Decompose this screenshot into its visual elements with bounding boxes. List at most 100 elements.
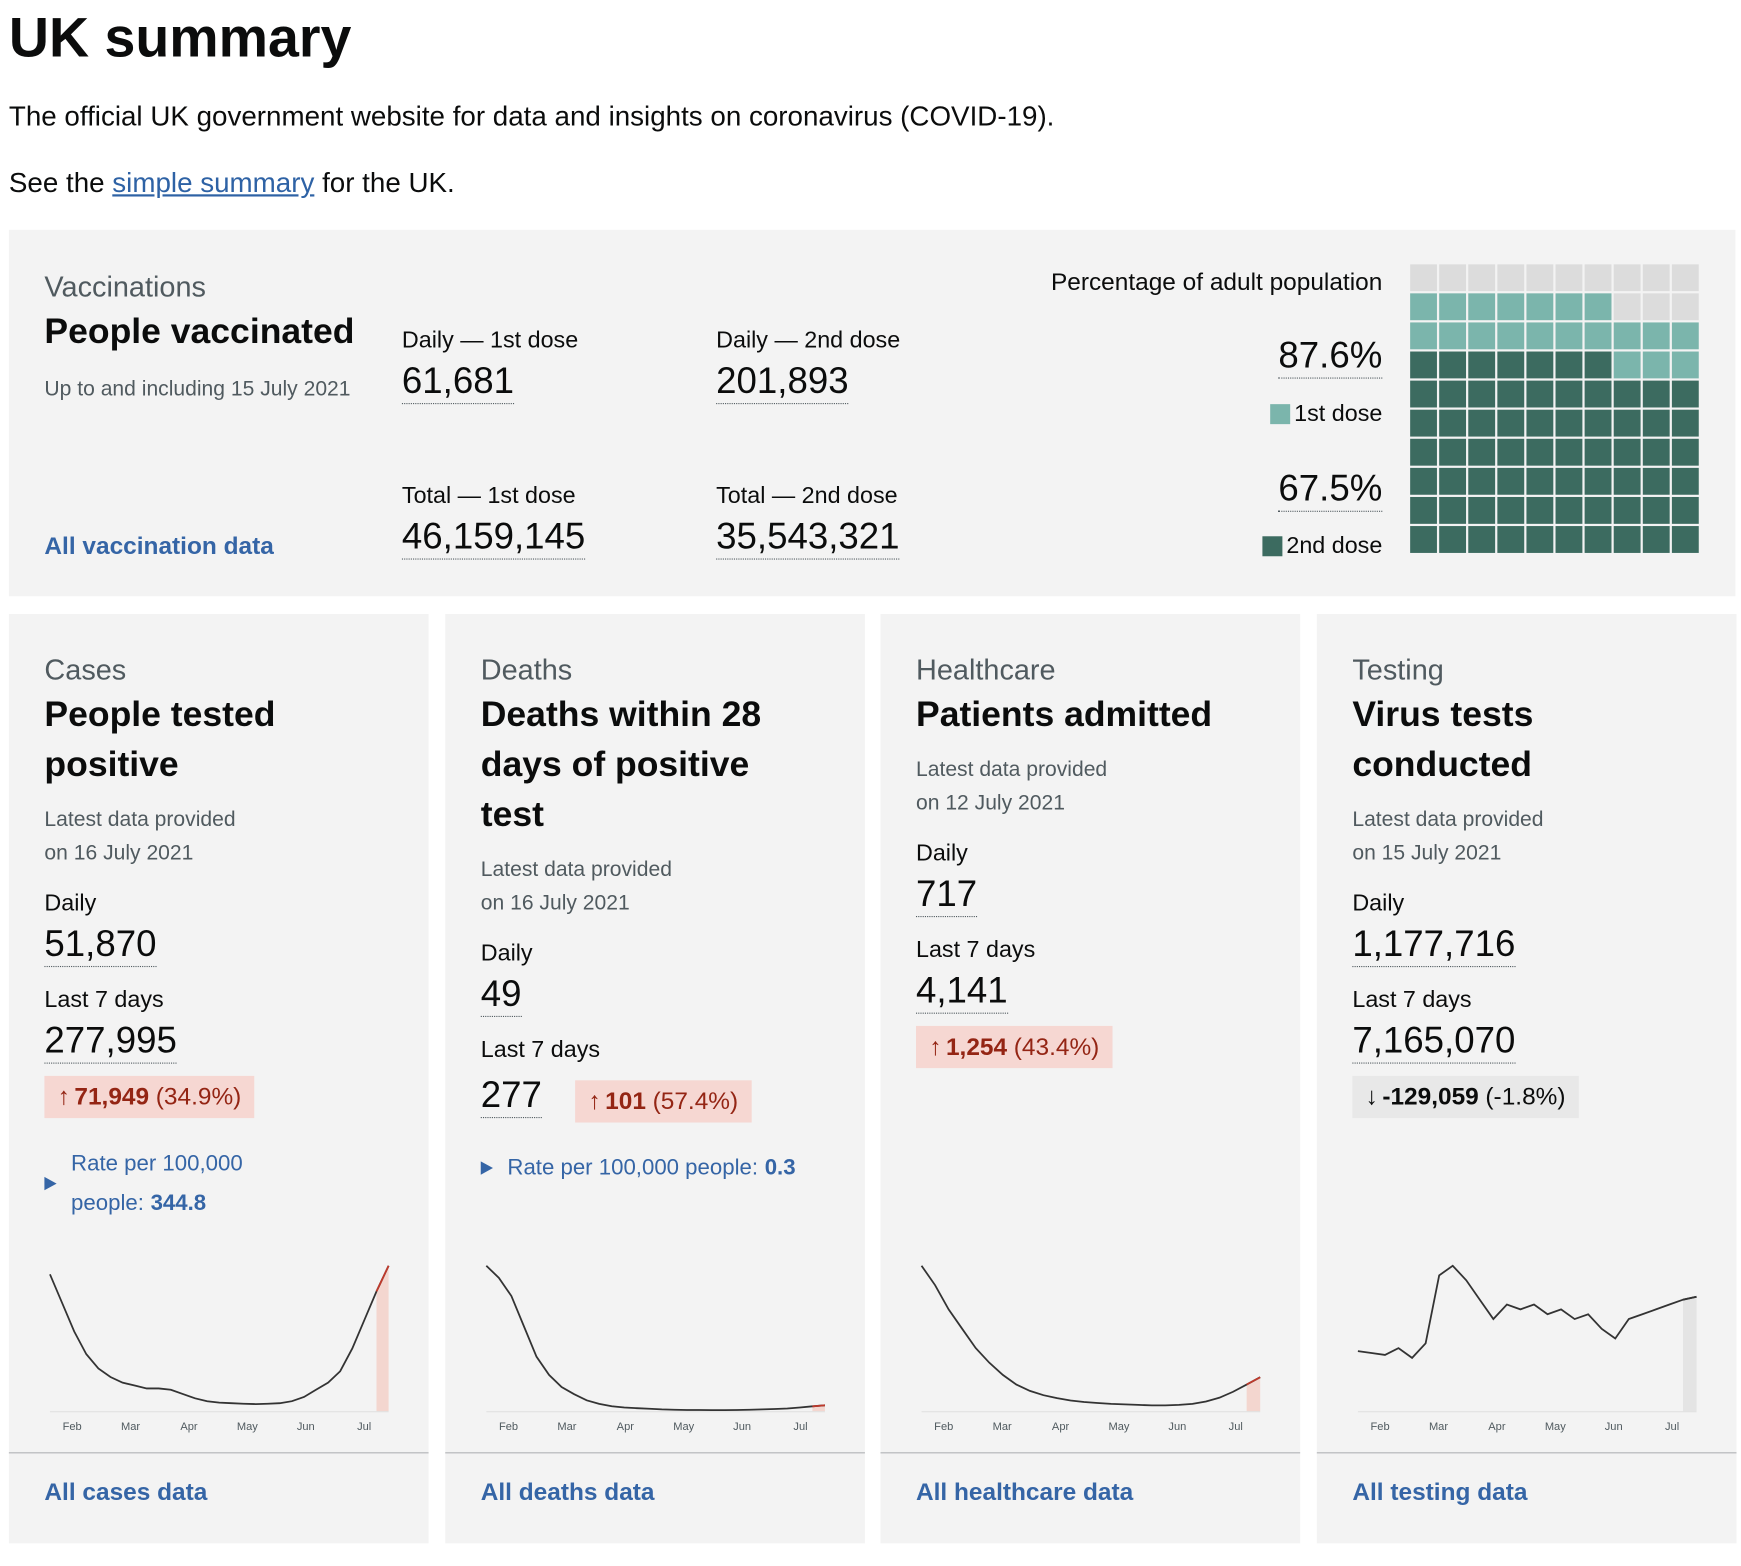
sparkline-recent — [1246, 1376, 1261, 1386]
waffle-cell — [1497, 380, 1525, 408]
waffle-cell — [1497, 322, 1525, 350]
card-category: Cases — [44, 652, 127, 687]
sparkline-line — [49, 1265, 390, 1405]
waffle-cell — [1497, 526, 1525, 553]
waffle-cell — [1410, 322, 1437, 350]
change-badge: ↑ 71,949 (34.9%) — [44, 1075, 255, 1119]
metric: Daily 1,177,716 — [1352, 886, 1714, 968]
dose-percentage: 67.5% — [1278, 466, 1383, 512]
waffle-cell — [1671, 293, 1699, 321]
waffle-cell — [1584, 380, 1612, 408]
waffle-cell — [1555, 380, 1583, 408]
waffle-cell — [1468, 351, 1496, 379]
waffle-cell — [1526, 380, 1554, 408]
rate-toggle[interactable]: Rate per 100,000 people: 344.8 — [44, 1144, 370, 1224]
summary-card: Testing Virus tests conducted Latest data … — [1316, 613, 1737, 1544]
card-link[interactable]: All cases data — [44, 1477, 208, 1506]
sparkline-recent — [375, 1265, 390, 1292]
rate-toggle[interactable]: Rate per 100,000 people: 0.3 — [480, 1148, 807, 1188]
panel-date: Up to and including 15 July 2021 — [44, 377, 351, 401]
card-category: Deaths — [480, 652, 573, 687]
card-date: Latest data provided on 16 July 2021 — [480, 858, 672, 915]
waffle-cell — [1555, 409, 1583, 437]
waffle-cell — [1410, 293, 1437, 321]
waffle-cell — [1439, 496, 1467, 524]
card-link[interactable]: All deaths data — [480, 1477, 655, 1506]
waffle-cell — [1642, 409, 1670, 437]
card-date: Latest data provided on 15 July 2021 — [1352, 808, 1544, 865]
metric-label: Daily — [1352, 890, 1405, 916]
waffle-cell — [1555, 351, 1583, 379]
waffle-cell — [1497, 438, 1525, 466]
waffle-cell — [1642, 467, 1670, 495]
metric-value: 7,165,070 — [1352, 1018, 1516, 1064]
waffle-cell — [1439, 264, 1467, 292]
metric-label: Total — 2nd dose — [716, 482, 898, 509]
change-arrow: ↑ — [57, 1082, 70, 1111]
summary-card: Cases People tested positive Latest data p… — [8, 613, 429, 1544]
metric-value: 49 — [480, 972, 522, 1018]
waffle-cell — [1613, 467, 1641, 495]
change-percent: (34.9%) — [155, 1082, 242, 1111]
card-content: Testing Virus tests conducted Latest data … — [1352, 650, 1714, 1119]
month-label: Jul — [357, 1421, 371, 1433]
metric-value: 46,159,145 — [401, 514, 586, 560]
metric: Daily 51,870 — [44, 886, 406, 968]
last-7-days-highlight — [376, 1265, 389, 1412]
waffle-cell — [1468, 438, 1496, 466]
month-label: Feb — [499, 1421, 518, 1433]
card-date: Latest data provided on 16 July 2021 — [44, 808, 236, 865]
simple-summary-link[interactable]: simple summary — [112, 167, 315, 199]
change-arrow: ↑ — [588, 1086, 601, 1115]
metric-row: 277 ↑ 101 (57.4%) — [480, 1068, 843, 1123]
sparkline-line — [1357, 1264, 1697, 1360]
card-link[interactable]: All healthcare data — [915, 1477, 1134, 1506]
waffle-cell — [1584, 322, 1612, 350]
card-title: People tested positive — [44, 693, 276, 784]
waffle-cell — [1584, 438, 1612, 466]
panel-category: Vaccinations — [44, 269, 206, 304]
page-description: The official UK government website for d… — [8, 101, 1055, 133]
change-badge: ↑ 1,254 (43.4%) — [915, 1025, 1113, 1069]
card-category: Testing — [1352, 652, 1444, 687]
waffle-cell — [1671, 496, 1699, 524]
metric-label: Last 7 days — [1352, 987, 1472, 1013]
waffle-cell — [1410, 526, 1437, 553]
waffle-cell — [1613, 293, 1641, 321]
month-label: Jun — [733, 1421, 751, 1433]
card-divider — [445, 1452, 865, 1454]
legend-label: 1st dose — [1294, 400, 1383, 427]
card-title: Virus tests conducted — [1352, 693, 1534, 784]
month-label: Apr — [1052, 1421, 1070, 1433]
waffle-cell — [1613, 496, 1641, 524]
page-title: UK summary — [8, 6, 352, 69]
sparkline-line — [920, 1265, 1261, 1407]
card-link[interactable]: All testing data — [1352, 1477, 1528, 1506]
waffle-cell — [1439, 467, 1467, 495]
waffle-cell — [1526, 438, 1554, 466]
sparkline-line — [485, 1265, 826, 1411]
summary-suffix: for the UK. — [322, 167, 455, 199]
metric-label: Last 7 days — [480, 1037, 601, 1063]
metric-label: Daily — [44, 890, 97, 916]
card-divider — [8, 1452, 429, 1454]
waffle-cell — [1584, 496, 1612, 524]
waffle-cell — [1468, 264, 1496, 292]
card-content: Cases People tested positive Latest data p… — [44, 650, 406, 1224]
waffle-cell — [1410, 438, 1437, 466]
card-title: Patients admitted — [915, 693, 1213, 734]
dose-percentage: 87.6% — [1278, 333, 1383, 379]
card-content: Healthcare Patients admitted Latest data p… — [915, 650, 1278, 1069]
metric-value: 277 — [480, 1073, 542, 1119]
legend-swatch — [1269, 404, 1290, 425]
waffle-cell — [1497, 351, 1525, 379]
waffle-cell — [1642, 496, 1670, 524]
waffle-cell — [1671, 526, 1699, 553]
waffle-cell — [1671, 467, 1699, 495]
waffle-cell — [1526, 264, 1554, 292]
waffle-cell — [1584, 264, 1612, 292]
month-label: Mar — [121, 1421, 140, 1433]
vaccination-link[interactable]: All vaccination data — [44, 531, 274, 560]
sparkline-recent — [812, 1404, 826, 1408]
